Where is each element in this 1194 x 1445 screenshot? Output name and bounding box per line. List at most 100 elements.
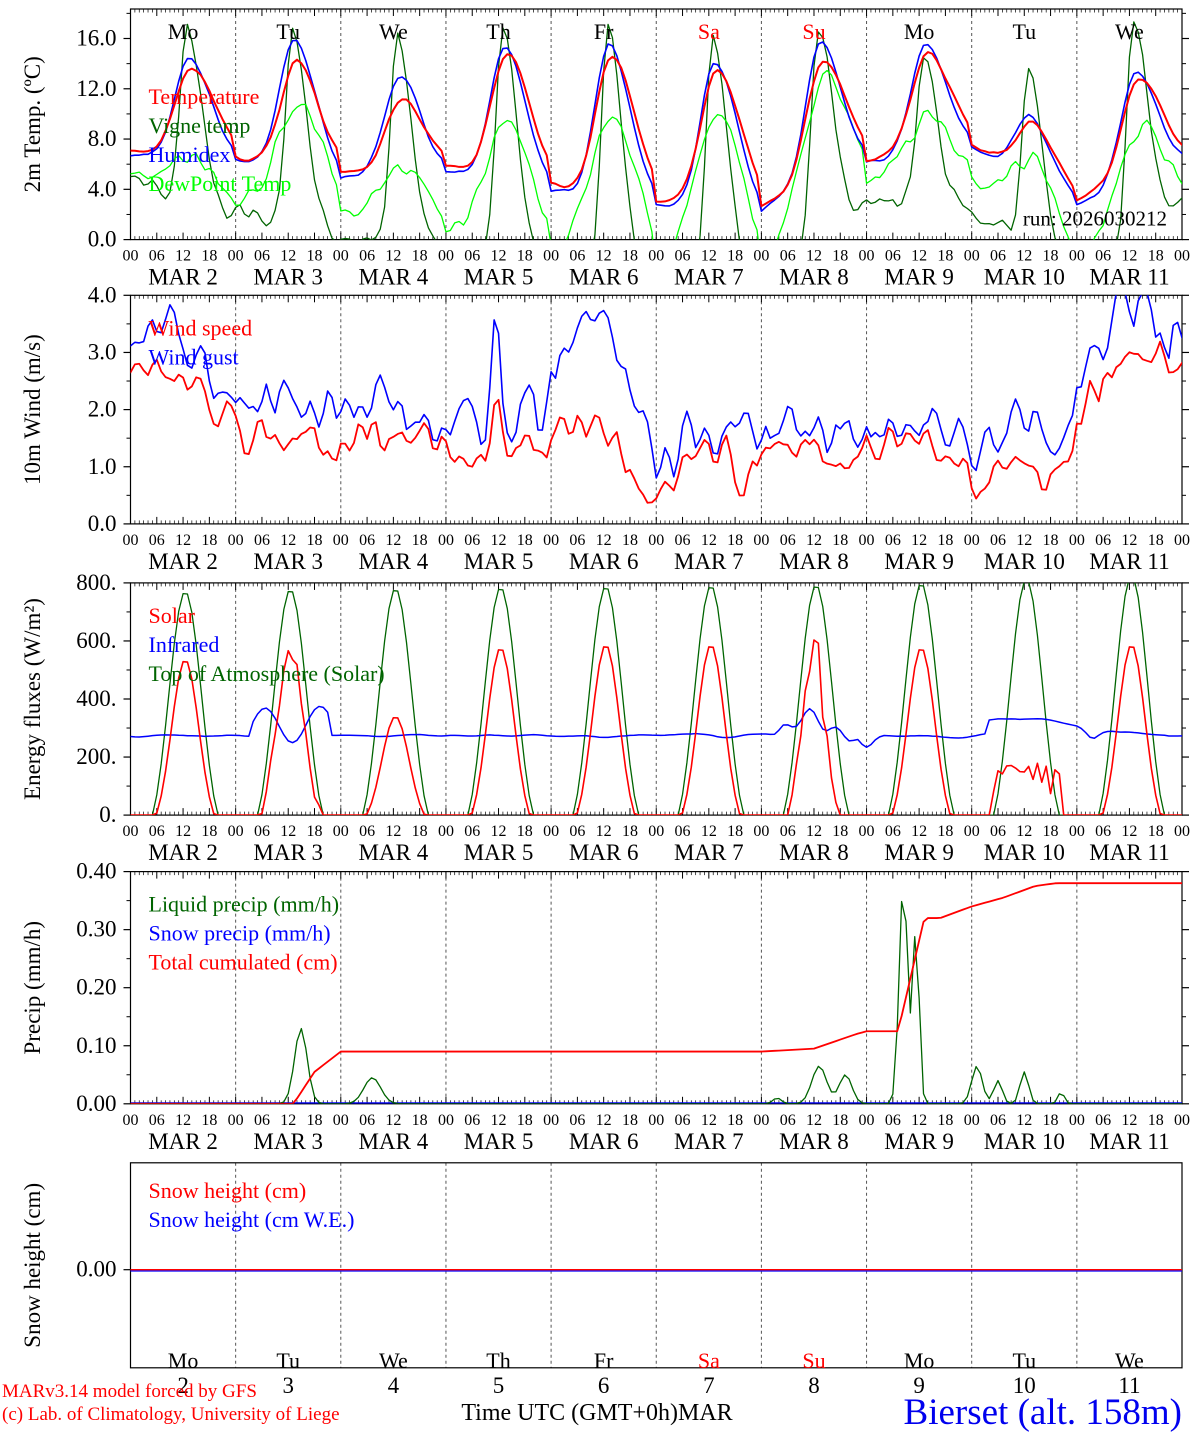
svg-text:12: 12	[806, 1112, 822, 1129]
svg-text:12: 12	[1121, 248, 1137, 265]
svg-text:Wind speed: Wind speed	[149, 315, 253, 340]
svg-text:Infrared: Infrared	[149, 632, 220, 657]
svg-text:00: 00	[859, 532, 875, 549]
svg-text:18: 18	[937, 532, 953, 549]
svg-text:0.10: 0.10	[76, 1033, 116, 1058]
svg-text:00: 00	[1174, 1112, 1190, 1129]
svg-text:0.: 0.	[99, 802, 116, 827]
svg-text:12: 12	[491, 532, 507, 549]
svg-text:12: 12	[911, 823, 927, 840]
svg-text:Time UTC (GMT+0h)MAR: Time UTC (GMT+0h)MAR	[461, 1400, 732, 1426]
svg-text:MAR 7: MAR 7	[674, 840, 744, 865]
svg-text:00: 00	[543, 532, 559, 549]
svg-text:MAR 8: MAR 8	[779, 840, 849, 865]
svg-text:06: 06	[464, 532, 480, 549]
svg-text:18: 18	[412, 248, 428, 265]
svg-text:12: 12	[280, 532, 296, 549]
svg-text:18: 18	[937, 248, 953, 265]
svg-text:18: 18	[622, 532, 638, 549]
svg-text:10m Wind (m/s): 10m Wind (m/s)	[20, 334, 45, 485]
svg-text:00: 00	[333, 248, 349, 265]
svg-text:06: 06	[569, 532, 585, 549]
svg-text:00: 00	[859, 248, 875, 265]
svg-text:3: 3	[282, 1373, 294, 1398]
svg-text:2.0: 2.0	[88, 397, 117, 422]
svg-text:Snow height (cm W.E.): Snow height (cm W.E.)	[149, 1207, 355, 1232]
svg-text:06: 06	[885, 248, 901, 265]
svg-text:00: 00	[964, 1112, 980, 1129]
svg-text:06: 06	[569, 1112, 585, 1129]
svg-text:MAR 7: MAR 7	[674, 265, 744, 290]
svg-text:400.: 400.	[76, 686, 116, 711]
svg-text:06: 06	[990, 248, 1006, 265]
svg-text:MAR 10: MAR 10	[984, 265, 1065, 290]
svg-text:18: 18	[412, 532, 428, 549]
svg-text:06: 06	[990, 823, 1006, 840]
svg-text:12: 12	[596, 823, 612, 840]
svg-text:06: 06	[359, 1112, 375, 1129]
svg-text:06: 06	[149, 823, 165, 840]
svg-text:MAR 8: MAR 8	[779, 265, 849, 290]
svg-text:00: 00	[1069, 532, 1085, 549]
svg-text:Tu: Tu	[276, 19, 300, 44]
svg-text:MAR 4: MAR 4	[359, 265, 429, 290]
svg-text:00: 00	[543, 823, 559, 840]
svg-text:MAR 4: MAR 4	[359, 840, 429, 865]
svg-text:4.0: 4.0	[88, 176, 117, 201]
svg-text:00: 00	[228, 532, 244, 549]
svg-text:12: 12	[1121, 1112, 1137, 1129]
svg-text:12: 12	[280, 248, 296, 265]
svg-text:12: 12	[1016, 532, 1032, 549]
svg-text:00: 00	[964, 248, 980, 265]
svg-text:06: 06	[149, 248, 165, 265]
svg-text:00: 00	[228, 823, 244, 840]
svg-text:00: 00	[859, 1112, 875, 1129]
svg-text:06: 06	[675, 532, 691, 549]
svg-text:12: 12	[806, 823, 822, 840]
svg-text:00: 00	[228, 248, 244, 265]
svg-text:06: 06	[675, 1112, 691, 1129]
svg-text:18: 18	[1043, 532, 1059, 549]
svg-text:18: 18	[307, 1112, 323, 1129]
svg-text:12.0: 12.0	[76, 76, 116, 101]
svg-text:18: 18	[622, 823, 638, 840]
svg-text:18: 18	[832, 823, 848, 840]
svg-text:2m Temp. (ºC): 2m Temp. (ºC)	[20, 56, 45, 192]
svg-text:MAR 3: MAR 3	[253, 1129, 323, 1154]
svg-text:0.0: 0.0	[88, 511, 117, 536]
svg-text:12: 12	[385, 532, 401, 549]
svg-text:5: 5	[493, 1373, 505, 1398]
svg-text:06: 06	[359, 532, 375, 549]
svg-text:Liquid precip (mm/h): Liquid precip (mm/h)	[149, 892, 340, 917]
svg-text:MARv3.14 model forced by GFS: MARv3.14 model forced by GFS	[2, 1381, 257, 1402]
svg-text:06: 06	[569, 823, 585, 840]
svg-text:MAR 3: MAR 3	[253, 549, 323, 574]
svg-text:Energy fluxes (W/m²): Energy fluxes (W/m²)	[20, 598, 45, 800]
svg-text:00: 00	[438, 1112, 454, 1129]
svg-text:12: 12	[385, 823, 401, 840]
svg-text:18: 18	[832, 248, 848, 265]
svg-text:0.0: 0.0	[88, 227, 117, 252]
svg-text:18: 18	[622, 248, 638, 265]
svg-text:18: 18	[832, 1112, 848, 1129]
svg-text:12: 12	[1121, 532, 1137, 549]
svg-text:800.: 800.	[76, 570, 116, 595]
svg-text:06: 06	[780, 823, 796, 840]
svg-text:18: 18	[1148, 1112, 1164, 1129]
svg-text:18: 18	[1148, 248, 1164, 265]
svg-text:18: 18	[1043, 823, 1059, 840]
svg-text:Sa: Sa	[698, 1348, 720, 1373]
svg-text:00: 00	[123, 823, 139, 840]
svg-text:MAR 4: MAR 4	[359, 1129, 429, 1154]
svg-text:4.0: 4.0	[88, 282, 117, 307]
svg-text:MAR 10: MAR 10	[984, 1129, 1065, 1154]
svg-text:06: 06	[990, 532, 1006, 549]
svg-text:MAR 9: MAR 9	[884, 1129, 954, 1154]
svg-text:18: 18	[307, 823, 323, 840]
svg-text:06: 06	[149, 532, 165, 549]
svg-text:00: 00	[753, 532, 769, 549]
svg-text:16.0: 16.0	[76, 26, 116, 51]
svg-text:MAR 11: MAR 11	[1089, 549, 1169, 574]
svg-text:Temperature: Temperature	[149, 84, 260, 109]
svg-text:MAR 5: MAR 5	[464, 265, 534, 290]
